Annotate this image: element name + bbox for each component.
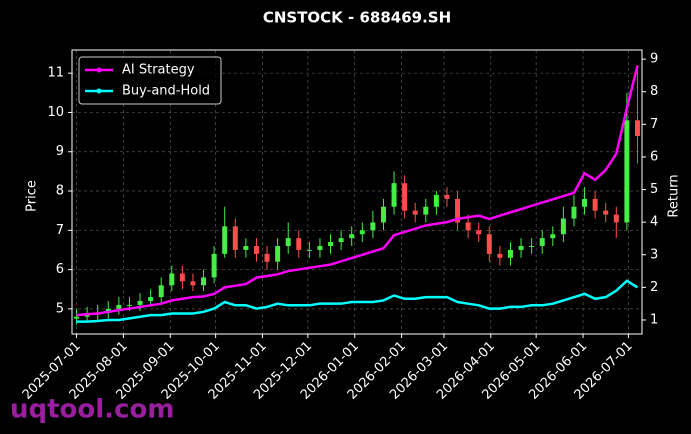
candle-body: [137, 301, 143, 305]
candle-body: [412, 210, 418, 215]
candle-body: [582, 198, 588, 207]
candle-body: [497, 253, 503, 258]
candle-body: [571, 206, 577, 219]
candle-body: [349, 234, 355, 239]
candle-body: [550, 234, 556, 239]
y2-tick-label: 6: [650, 149, 658, 164]
candle-body: [285, 238, 291, 247]
candle-body: [592, 198, 598, 211]
candle-body: [74, 316, 80, 319]
y-tick-label: 10: [47, 105, 64, 120]
candle-body: [243, 246, 249, 250]
candle-body: [148, 297, 154, 302]
series-line: [76, 279, 639, 323]
y2-axis-label: Return: [667, 174, 682, 217]
candle-body: [518, 246, 524, 250]
candle-body: [486, 234, 492, 254]
candle-body: [402, 183, 408, 211]
candle-body: [391, 183, 397, 207]
candle-body: [423, 206, 429, 215]
candle-body: [253, 246, 259, 254]
candle-body: [603, 210, 609, 215]
y-tick-label: 7: [56, 223, 64, 238]
y2-tick-label: 8: [650, 84, 658, 99]
candle-body: [370, 222, 376, 231]
y-tick-label: 8: [56, 184, 64, 199]
candle-body: [296, 238, 302, 250]
candle-body: [328, 242, 334, 247]
y2-tick-label: 9: [650, 52, 658, 67]
y-tick-label: 5: [56, 301, 64, 316]
candle-body: [560, 218, 566, 235]
candle-body: [116, 304, 122, 309]
candle-body: [306, 249, 312, 251]
candle-body: [613, 214, 619, 223]
y-axis-label: Price: [25, 180, 40, 212]
y2-tick-label: 3: [650, 247, 658, 262]
candle-body: [317, 246, 323, 250]
candle-body: [529, 246, 535, 248]
legend-box: [78, 56, 222, 105]
candle-body: [624, 120, 630, 223]
candle-body: [222, 226, 228, 254]
legend-marker: [96, 88, 102, 94]
y2-tick-label: 5: [650, 182, 658, 197]
candle-body: [433, 194, 439, 207]
candle-body: [380, 206, 386, 223]
candle-body: [476, 230, 482, 235]
y2-tick-label: 4: [650, 215, 658, 230]
candle-body: [539, 238, 545, 247]
y2-tick-label: 2: [650, 280, 658, 295]
candle-body: [126, 304, 132, 306]
legend-label: Buy-and-Hold: [122, 84, 210, 99]
plot-frame: [71, 49, 643, 335]
chart-title: CNSTOCK - 688469.SH: [263, 9, 451, 27]
candle-body: [359, 230, 365, 235]
candle-body: [169, 273, 175, 286]
candle-body: [211, 253, 217, 278]
candle-body: [507, 249, 513, 258]
candle-body: [455, 198, 461, 223]
series-line: [76, 65, 639, 317]
candle-body: [84, 314, 90, 317]
y2-tick-label: 7: [650, 117, 658, 132]
candle-body: [190, 281, 196, 286]
candle-body: [634, 120, 640, 137]
y-tick-label: 9: [56, 144, 64, 159]
y2-tick-label: 1: [650, 312, 658, 327]
candle-body: [465, 222, 471, 231]
y-tick-label: 6: [56, 262, 64, 277]
legend-label: AI Strategy: [122, 63, 195, 78]
candle-body: [179, 273, 185, 282]
legend-marker: [96, 67, 102, 73]
candle-body: [232, 226, 238, 250]
candle-body: [338, 238, 344, 243]
candle-body: [158, 285, 164, 298]
y-tick-label: 11: [47, 66, 64, 81]
candle-body: [264, 253, 270, 262]
candle-body: [275, 246, 281, 262]
watermark: uqtool.com: [10, 395, 174, 425]
candle-body: [201, 277, 207, 286]
candle-body: [444, 194, 450, 199]
